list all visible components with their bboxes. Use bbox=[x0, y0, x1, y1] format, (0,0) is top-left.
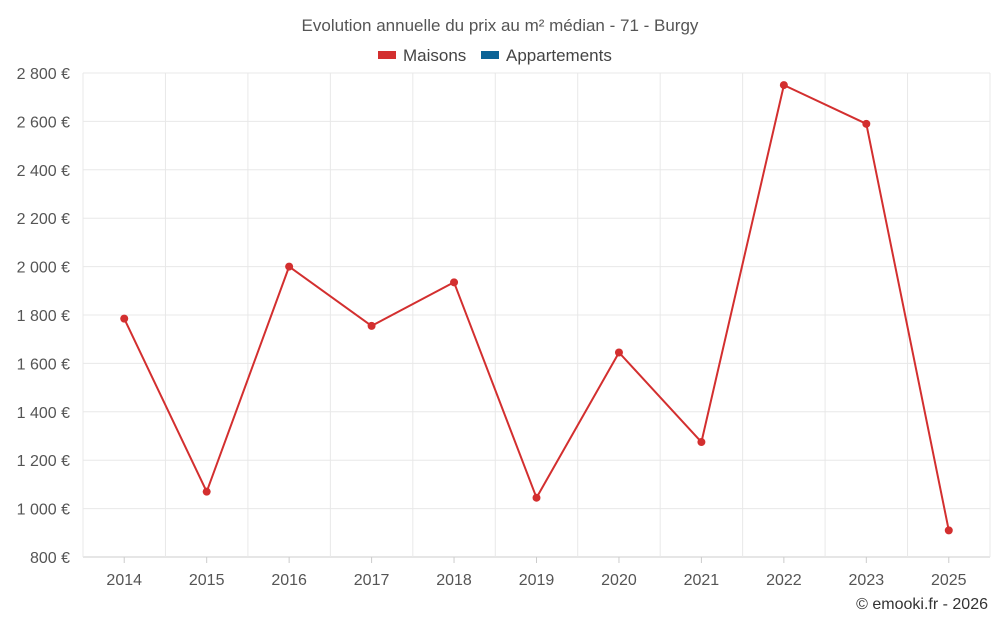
y-tick-label: 1 000 € bbox=[17, 502, 70, 519]
x-tick-label: 2025 bbox=[931, 572, 967, 589]
x-axis-ticks: 2014 2015 2016 2017 2018 2019 2020 2021 2022 2023… bbox=[106, 557, 967, 589]
x-tick-label: 2016 bbox=[271, 572, 307, 589]
data-point[interactable] bbox=[532, 493, 541, 502]
x-tick-label: 2021 bbox=[684, 572, 720, 589]
data-point[interactable] bbox=[202, 487, 211, 496]
data-point[interactable] bbox=[285, 262, 294, 271]
data-point[interactable] bbox=[697, 438, 706, 447]
y-tick-label: 1 600 € bbox=[17, 356, 70, 373]
y-tick-label: 1 200 € bbox=[17, 453, 70, 470]
chart-title: Evolution annuelle du prix au m² médian … bbox=[302, 16, 699, 35]
legend-label-appartements[interactable]: Appartements bbox=[506, 46, 612, 65]
series-layer bbox=[120, 81, 953, 535]
x-tick-label: 2017 bbox=[354, 572, 390, 589]
data-point[interactable] bbox=[944, 526, 953, 535]
y-tick-label: 2 600 € bbox=[17, 114, 70, 131]
x-tick-label: 2015 bbox=[189, 572, 225, 589]
legend-swatch-appartements[interactable] bbox=[481, 51, 499, 59]
y-tick-label: 800 € bbox=[30, 550, 70, 567]
legend-label-maisons[interactable]: Maisons bbox=[403, 46, 466, 65]
data-point[interactable] bbox=[614, 348, 623, 357]
data-point[interactable] bbox=[779, 81, 788, 90]
x-tick-label: 2020 bbox=[601, 572, 637, 589]
x-tick-label: 2014 bbox=[106, 572, 142, 589]
y-tick-label: 2 400 € bbox=[17, 163, 70, 180]
y-axis-ticks: 800 € 1 000 € 1 200 € 1 400 € 1 600 € 1 800 €… bbox=[17, 66, 70, 567]
x-tick-label: 2019 bbox=[519, 572, 555, 589]
legend[interactable]: Maisons Appartements bbox=[378, 46, 612, 65]
credit-text: © emooki.fr - 2026 bbox=[856, 596, 988, 613]
data-point[interactable] bbox=[450, 278, 459, 287]
grid bbox=[82, 72, 991, 558]
x-tick-label: 2022 bbox=[766, 572, 802, 589]
x-tick-label: 2018 bbox=[436, 572, 472, 589]
y-tick-label: 2 200 € bbox=[17, 211, 70, 228]
y-tick-label: 1 400 € bbox=[17, 405, 70, 422]
data-point[interactable] bbox=[862, 119, 871, 128]
legend-swatch-maisons[interactable] bbox=[378, 51, 396, 59]
y-tick-label: 1 800 € bbox=[17, 308, 70, 325]
y-tick-label: 2 800 € bbox=[17, 66, 70, 83]
y-tick-label: 2 000 € bbox=[17, 260, 70, 277]
data-point[interactable] bbox=[120, 314, 129, 323]
x-tick-label: 2023 bbox=[849, 572, 885, 589]
data-point[interactable] bbox=[367, 321, 376, 330]
